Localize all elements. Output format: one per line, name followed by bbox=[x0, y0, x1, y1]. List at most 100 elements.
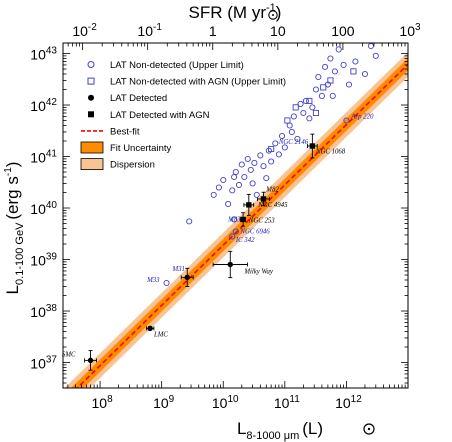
data-point bbox=[220, 176, 227, 184]
galaxy-label: SMC bbox=[62, 352, 76, 359]
upper-limit-marker bbox=[372, 52, 379, 59]
galaxy-label: M83 bbox=[227, 216, 241, 223]
data-point bbox=[251, 159, 258, 166]
upper-limit-marker bbox=[244, 155, 251, 162]
upper-limit-agn-marker bbox=[284, 117, 291, 124]
data-point bbox=[297, 100, 304, 107]
top-tick-label: 1 bbox=[209, 23, 217, 39]
top-axis-title-close: ) bbox=[276, 3, 282, 22]
upper-limit-marker bbox=[253, 191, 260, 198]
upper-limit-marker bbox=[340, 61, 347, 68]
data-point bbox=[329, 92, 336, 99]
y-tick-label: 1043 bbox=[30, 46, 57, 63]
upper-limit-agn-marker bbox=[327, 77, 334, 84]
data-point bbox=[284, 117, 291, 124]
y-axis-title-sup: -1 bbox=[3, 167, 14, 176]
legend-label: Dispersion bbox=[110, 160, 155, 171]
upper-limit-marker bbox=[327, 55, 334, 62]
x-axis-title-tail: ) bbox=[317, 419, 323, 438]
x-axis-title-sub: 8-1000 μm bbox=[246, 430, 299, 442]
upper-limit-marker bbox=[297, 100, 304, 107]
data-point bbox=[212, 250, 248, 279]
data-point bbox=[84, 350, 97, 371]
detected-marker bbox=[87, 357, 94, 364]
galaxy-annotations: SMC LMC M31 M33 Milky Way NGC 253 M83 NGC 6946 I… bbox=[62, 113, 374, 358]
top-axis-title: SFR (M yr-1) bbox=[189, 2, 282, 22]
data-point bbox=[307, 133, 318, 159]
data-point bbox=[145, 325, 155, 332]
y-tick-label: 1037 bbox=[30, 355, 57, 372]
upper-limit-marker bbox=[210, 191, 217, 198]
y-axis-title: L0.1-100 GeV (erg s-1) bbox=[3, 162, 26, 295]
data-point bbox=[241, 173, 248, 181]
data-point bbox=[327, 55, 334, 62]
legend-marker-open-circle bbox=[87, 61, 95, 68]
upper-limit-marker bbox=[263, 175, 270, 182]
data-point bbox=[225, 200, 232, 207]
y-axis-title-sub: 0.1-100 GeV bbox=[14, 222, 26, 285]
upper-limit-marker bbox=[294, 135, 301, 142]
data-point bbox=[300, 109, 307, 117]
galaxy-label: M82 bbox=[265, 186, 279, 193]
sun-symbol-icon bbox=[268, 10, 278, 20]
upper-limit-marker bbox=[232, 228, 239, 235]
legend-entry: LAT Detected bbox=[88, 93, 167, 104]
top-axis-title-main: SFR (M bbox=[189, 3, 248, 22]
legend-entry: LAT Detected with AGN bbox=[88, 110, 210, 121]
top-tick-label: 103 bbox=[399, 22, 421, 39]
data-point bbox=[244, 155, 251, 162]
data-point bbox=[243, 193, 255, 216]
top-tick-label: 10-2 bbox=[72, 22, 97, 39]
upper-limit-marker bbox=[225, 200, 232, 207]
plot-frame bbox=[62, 42, 409, 389]
x-axis-title-unit: (L bbox=[302, 419, 317, 438]
upper-limit-marker bbox=[352, 58, 359, 65]
legend-label: LAT Non-detected with AGN (Upper Limit) bbox=[110, 77, 286, 88]
galaxy-label: NGC 6946 bbox=[239, 228, 270, 235]
upper-limit-agn-marker bbox=[292, 104, 299, 111]
upper-limit-marker bbox=[329, 92, 336, 99]
top-tick-label: 10-1 bbox=[137, 22, 162, 39]
data-point bbox=[327, 77, 334, 84]
data-point bbox=[309, 104, 316, 111]
data-point bbox=[335, 46, 342, 53]
upper-limit-agn-marker bbox=[320, 84, 327, 91]
data-point bbox=[306, 97, 313, 104]
data-point bbox=[315, 73, 322, 81]
legend-entry: Best-fit bbox=[81, 126, 140, 137]
upper-limit-marker bbox=[272, 140, 279, 147]
top-axis-title-sup: -1 bbox=[266, 2, 276, 14]
data-point bbox=[352, 58, 359, 65]
upper-limit-marker bbox=[220, 176, 227, 184]
data-point bbox=[240, 212, 247, 227]
data-point bbox=[249, 180, 256, 187]
upper-limit-marker bbox=[257, 152, 264, 159]
data-point bbox=[231, 173, 238, 181]
data-point bbox=[268, 158, 275, 165]
galaxy-label: M31 bbox=[172, 266, 185, 273]
upper-limit-marker bbox=[231, 216, 238, 223]
upper-limit-marker bbox=[361, 70, 369, 78]
upper-limit-marker bbox=[249, 180, 256, 187]
detected-agn-marker bbox=[260, 196, 267, 202]
upper-limit-marker bbox=[306, 115, 313, 122]
best-fit-line bbox=[76, 63, 408, 388]
legend-entry: LAT Non-detected with AGN (Upper Limit) bbox=[87, 77, 286, 88]
galaxy-label: NGC 4945 bbox=[257, 202, 288, 209]
data-point bbox=[186, 218, 193, 225]
data-point bbox=[247, 166, 254, 173]
upper-limit-marker bbox=[315, 73, 322, 81]
upper-limit-marker bbox=[281, 144, 288, 151]
upper-limit-marker bbox=[235, 181, 243, 189]
top-tick-label: 100 bbox=[331, 23, 355, 39]
data-point bbox=[294, 135, 301, 142]
upper-limit-marker bbox=[312, 86, 319, 93]
detected-marker bbox=[184, 274, 190, 281]
galaxy-label: NGC 2146 bbox=[278, 139, 309, 146]
data-point bbox=[318, 92, 325, 99]
upper-limit-marker bbox=[322, 63, 329, 70]
upper-limit-marker bbox=[186, 218, 193, 225]
y-tick-label: 1041 bbox=[30, 149, 57, 166]
y-tick-label: 1042 bbox=[30, 97, 57, 114]
legend-marker-filled-square bbox=[88, 111, 94, 118]
